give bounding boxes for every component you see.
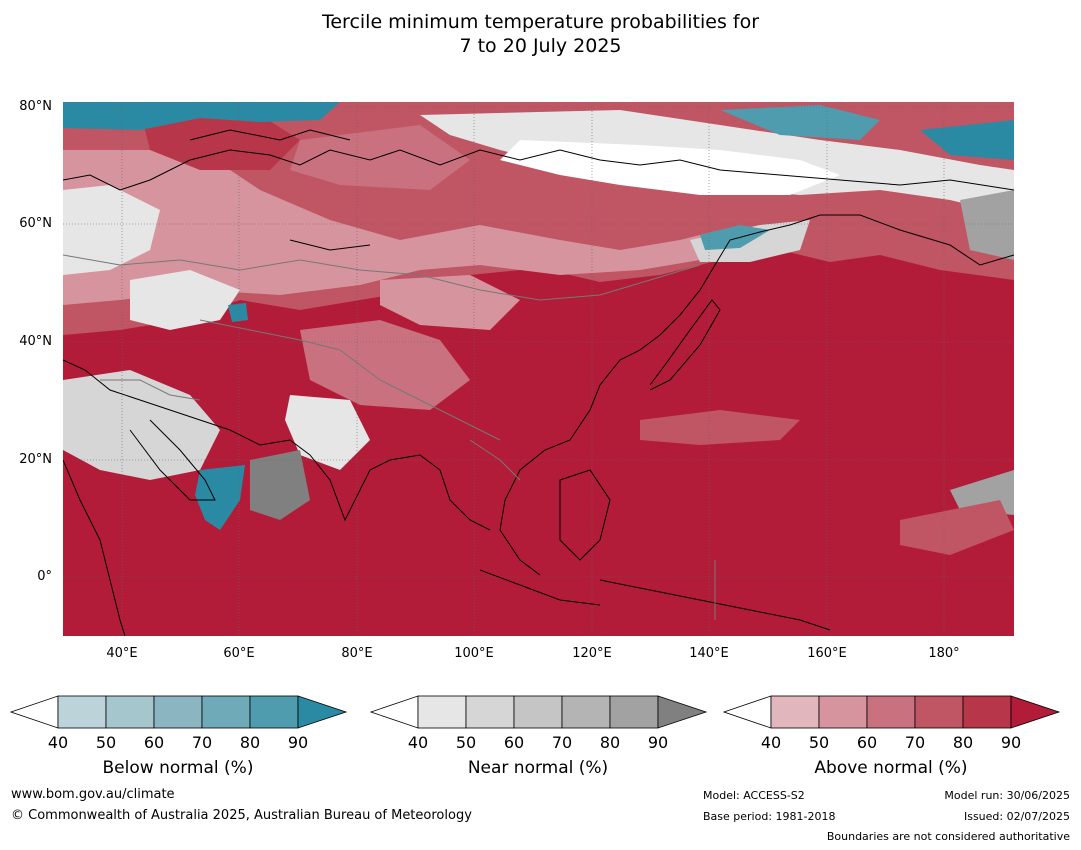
above-segment-2 [818,695,868,729]
region-ne-pacific-near [960,190,1014,260]
colorbar-near-title: Near normal (%) [467,758,609,778]
above-segment-5 [962,695,1012,729]
lon-label-60e: 60°E [223,646,255,661]
region-arabian-sea-below [195,465,245,530]
below-tick-label: 70 [191,733,213,752]
region-arctic-east-below [720,105,880,140]
lon-label-160e: 160°E [807,646,847,661]
lon-label-180: 180° [928,646,960,661]
near-extend-high [657,695,708,729]
colorbar-above [723,695,1061,729]
map-title-line1: Tercile minimum temperature probabilitie… [321,11,760,33]
region-kazakh-near [130,270,240,330]
below-tick-label: 60 [143,733,165,752]
near-extend-low [370,695,419,729]
region-se-pacific-pink [900,500,1014,555]
region-europe-pink [63,150,720,305]
region-tibet-pink [300,320,470,410]
above-tick-label: 40 [760,733,782,752]
below-segment-3 [153,695,203,729]
below-tick-label: 80 [239,733,261,752]
lon-label-140e: 140°E [689,646,729,661]
below-segment-2 [105,695,155,729]
region-india-near [285,395,370,470]
website-link[interactable]: www.bom.gov.au/climate [11,787,175,802]
below-segment-4 [201,695,251,729]
region-siberia-red [290,125,470,190]
above-tick-label: 60 [856,733,878,752]
region-barents-below [63,102,340,130]
near-segment-5 [609,695,659,729]
region-asea-near [250,450,310,520]
below-tick-label: 50 [95,733,117,752]
near-tick-label: 70 [551,733,573,752]
issued-text: Issued: 02/07/2025 [963,810,1070,823]
below-extend-high [297,695,348,729]
map-title: Tercile minimum temperature probabilitie… [0,10,1081,58]
probability-map [63,102,1014,636]
near-segment-3 [513,695,563,729]
region-pacific-pink [640,410,800,445]
model-text: Model: ACCESS-S2 [703,789,805,802]
near-segment-2 [465,695,515,729]
lat-label-80n: 80°N [19,99,52,114]
above-tick-label: 90 [1000,733,1022,752]
region-china-pink [380,275,520,330]
below-tick-label: 90 [287,733,309,752]
region-siberia-white [500,140,840,195]
lat-label-0: 0° [37,569,52,584]
above-tick-label: 70 [904,733,926,752]
near-tick-label: 80 [599,733,621,752]
above-segment-1 [770,695,820,729]
boundaries [63,254,716,620]
above-segment-4 [914,695,964,729]
map-title-line2: 7 to 20 July 2025 [459,35,622,57]
near-segment-1 [417,695,467,729]
above-tick-label: 80 [952,733,974,752]
lon-label-120e: 120°E [572,646,612,661]
below-tick-label: 40 [47,733,69,752]
graticule [63,102,1014,636]
above-segment-3 [866,695,916,729]
region-chukchi-below [920,120,1014,160]
above-extend-low [723,695,772,729]
coastlines [63,129,1014,636]
colorbar-below [10,695,348,729]
lon-label-80e: 80°E [341,646,373,661]
near-segment-4 [561,695,611,729]
below-segment-5 [249,695,299,729]
region-europe-near [63,185,160,275]
colorbar-below-title: Below normal (%) [102,758,254,778]
lon-label-100e: 100°E [454,646,494,661]
above-tick-label: 50 [808,733,830,752]
near-tick-label: 60 [503,733,525,752]
above-extend-high [1010,695,1061,729]
colorbar-near [370,695,708,729]
lon-label-40e: 40°E [106,646,138,661]
base-period-text: Base period: 1981-2018 [703,810,836,823]
region-scandinavia-red [140,110,300,170]
near-tick-label: 90 [647,733,669,752]
region-arabia-near [63,370,220,480]
model-run-text: Model run: 30/06/2025 [944,789,1070,802]
copyright-text: © Commonwealth of Australia 2025, Austra… [11,808,472,823]
lat-label-60n: 60°N [19,216,52,231]
near-tick-label: 50 [455,733,477,752]
near-tick-label: 40 [407,733,429,752]
disclaimer-text: Boundaries are not considered authoritat… [826,830,1070,843]
region-okhotsk-below [700,225,770,250]
colorbar-above-title: Above normal (%) [814,758,968,778]
lat-label-20n: 20°N [19,452,52,467]
below-extend-low [10,695,59,729]
below-segment-1 [57,695,107,729]
lat-label-40n: 40°N [19,334,52,349]
region-aral-below [228,303,248,322]
